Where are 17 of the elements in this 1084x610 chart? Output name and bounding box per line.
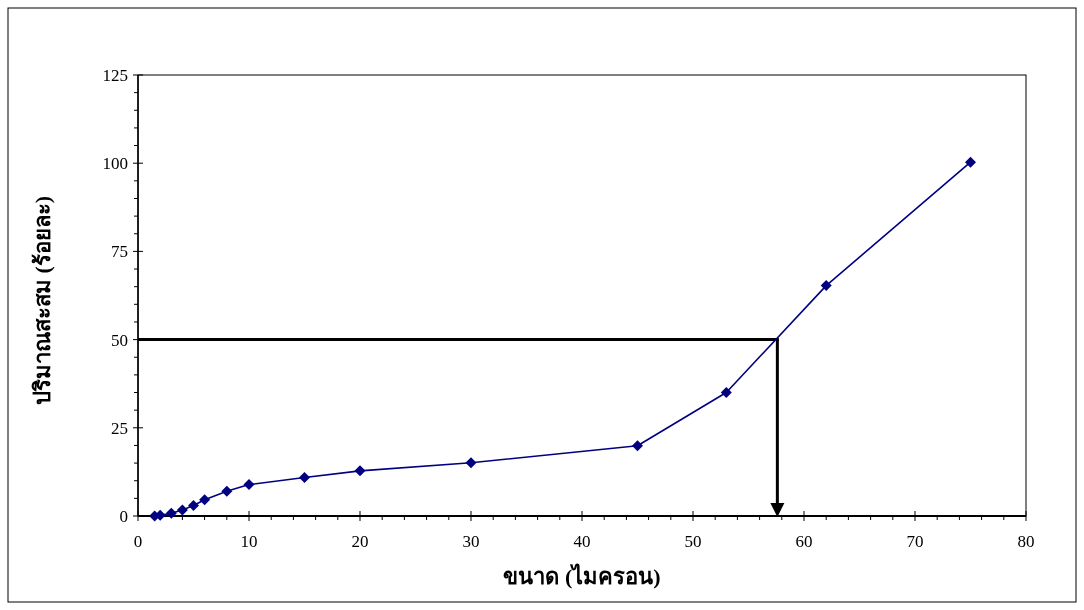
y-axis-title: ปริมาณสะสม (ร้อยละ) bbox=[30, 195, 55, 406]
x-axis-title: ขนาด (ไมครอน) bbox=[503, 563, 661, 589]
y-tick-label: 75 bbox=[111, 242, 128, 262]
x-tick-label: 40 bbox=[573, 532, 591, 551]
y-tick-label: 50 bbox=[111, 330, 128, 350]
x-tick-label: 20 bbox=[351, 532, 369, 551]
x-tick-label: 70 bbox=[906, 532, 924, 551]
x-tick-label: 80 bbox=[1017, 532, 1035, 551]
x-tick-label: 60 bbox=[795, 532, 813, 551]
y-tick-label: 25 bbox=[111, 418, 128, 438]
y-tick-label: 0 bbox=[119, 507, 128, 526]
x-tick-label: 10 bbox=[240, 532, 258, 551]
x-tick-label: 0 bbox=[133, 532, 143, 551]
x-tick-label: 50 bbox=[684, 532, 702, 551]
y-tick-label: 100 bbox=[102, 154, 128, 174]
x-tick-label: 30 bbox=[462, 532, 480, 551]
y-tick-label: 125 bbox=[102, 66, 128, 85]
